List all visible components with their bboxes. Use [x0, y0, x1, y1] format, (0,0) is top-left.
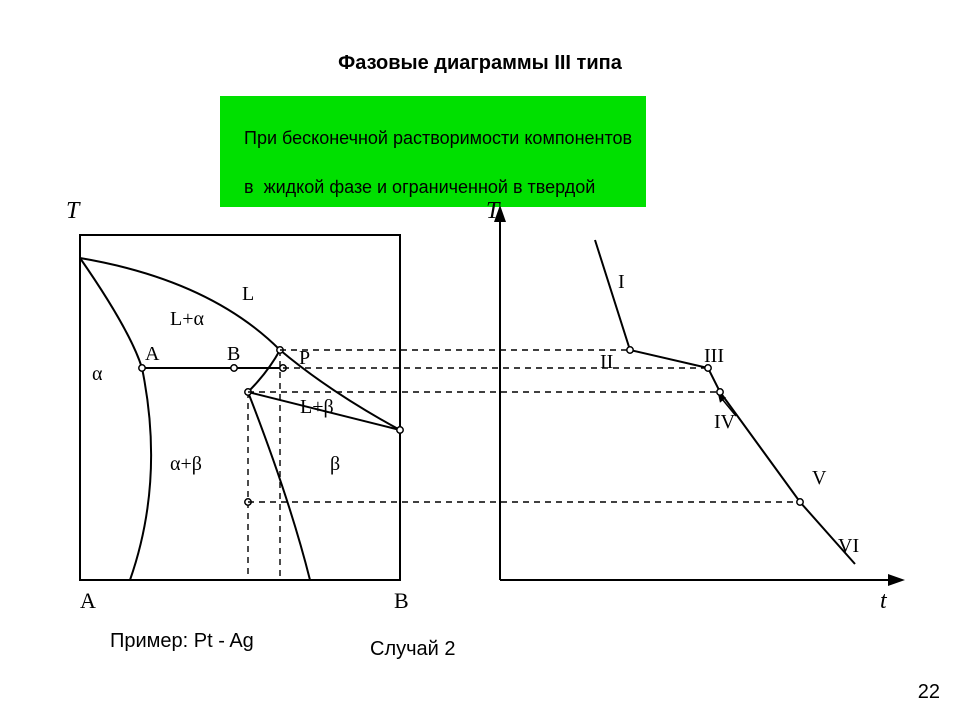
svg-text:V: V [812, 467, 827, 489]
page-number-text: 22 [918, 681, 940, 703]
svg-text:L+α: L+α [170, 308, 204, 330]
svg-text:A: A [80, 588, 96, 613]
case-text: Случай 2 [370, 638, 456, 660]
svg-text:α: α [92, 363, 103, 385]
svg-text:L: L [242, 283, 254, 305]
svg-text:β: β [330, 453, 340, 475]
example-caption: Пример: Pt - Ag [110, 630, 254, 653]
svg-text:L+β: L+β [300, 396, 334, 418]
svg-text:IV: IV [714, 411, 736, 433]
svg-text:III: III [704, 345, 724, 367]
svg-text:T: T [486, 198, 501, 224]
page-number: 22 [918, 681, 940, 704]
svg-text:B: B [394, 588, 409, 613]
example-text: Пример: Pt - Ag [110, 630, 254, 652]
svg-text:T: T [66, 198, 81, 224]
svg-text:B: B [227, 343, 240, 365]
svg-text:I: I [618, 271, 625, 293]
svg-text:II: II [600, 351, 613, 373]
case-caption: Случай 2 [370, 638, 456, 661]
svg-text:VI: VI [838, 535, 859, 557]
svg-text:α+β: α+β [170, 453, 202, 475]
svg-text:A: A [145, 343, 160, 365]
svg-text:t: t [880, 588, 888, 614]
diagram-svg: TABLL+ααABPL+βα+ββTtIIIIIIIVVVI [0, 0, 960, 720]
